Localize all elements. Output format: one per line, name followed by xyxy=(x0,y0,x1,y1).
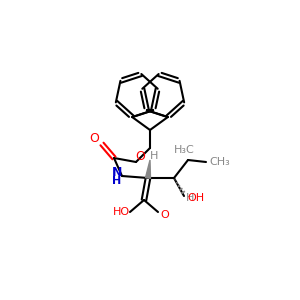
Text: N: N xyxy=(112,167,122,179)
Text: H: H xyxy=(186,193,194,203)
Text: CH₃: CH₃ xyxy=(210,157,230,167)
Text: H₃C: H₃C xyxy=(174,145,194,155)
Text: HO: HO xyxy=(112,207,130,217)
Text: H: H xyxy=(112,176,122,186)
Text: O: O xyxy=(135,149,145,163)
Polygon shape xyxy=(146,160,151,178)
Text: OH: OH xyxy=(188,193,205,203)
Text: O: O xyxy=(89,133,99,146)
Text: H: H xyxy=(150,151,158,161)
Text: O: O xyxy=(160,210,169,220)
